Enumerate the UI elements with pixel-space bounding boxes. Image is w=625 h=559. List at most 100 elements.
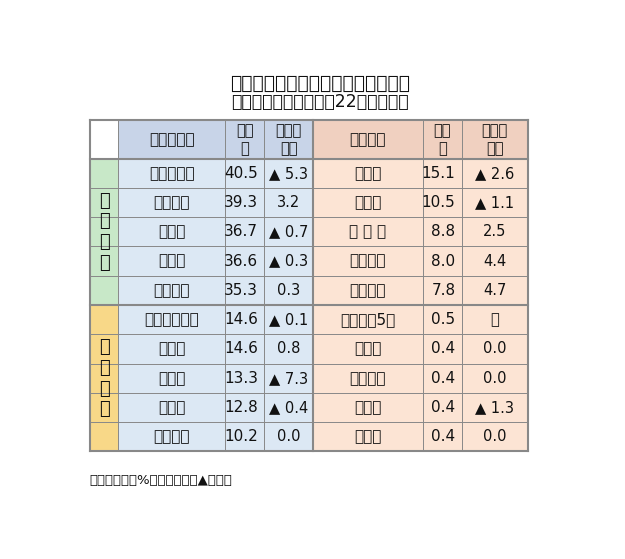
Text: 佐賀共栄: 佐賀共栄 (154, 429, 190, 444)
Bar (118, 363, 313, 393)
Text: ▲ 7.3: ▲ 7.3 (269, 371, 308, 386)
Text: ▲ 1.1: ▲ 1.1 (475, 195, 514, 210)
Text: 高い５行と低い５行（22年３月末）: 高い５行と低い５行（22年３月末） (231, 93, 409, 111)
Bar (118, 393, 313, 422)
Text: 豊　和: 豊 和 (354, 195, 382, 210)
Bar (313, 188, 528, 217)
Text: ▲ 0.7: ▲ 0.7 (269, 224, 308, 239)
Text: ３カ月未満: ３カ月未満 (149, 132, 195, 147)
Text: 0.4: 0.4 (431, 400, 456, 415)
Bar (90, 247, 118, 276)
Bar (90, 305, 118, 451)
Text: 0.4: 0.4 (431, 342, 456, 357)
Text: 36.6: 36.6 (224, 254, 258, 269)
Text: 前年比
差引: 前年比 差引 (276, 124, 302, 155)
Text: 3.2: 3.2 (277, 195, 300, 210)
Text: ▲ 0.3: ▲ 0.3 (269, 254, 308, 269)
Text: 10.2: 10.2 (224, 429, 258, 444)
Bar (313, 393, 528, 422)
Text: 14.6: 14.6 (224, 312, 258, 327)
Text: ３年以上: ３年以上 (350, 132, 386, 147)
Bar (118, 217, 313, 247)
Text: 0.4: 0.4 (431, 429, 456, 444)
Bar (90, 276, 118, 305)
Bar (118, 305, 313, 334)
Text: 秋田など5行: 秋田など5行 (341, 312, 396, 327)
Text: 西日本シティ: 西日本シティ (144, 312, 199, 327)
Text: 東　北: 東 北 (354, 429, 382, 444)
Text: （注）単位、%、ポイント、▲は低下: （注）単位、%、ポイント、▲は低下 (90, 474, 232, 487)
Text: 青　森: 青 森 (354, 342, 382, 357)
Text: 7.8: 7.8 (431, 283, 456, 298)
Text: 0.0: 0.0 (483, 371, 506, 386)
Text: 構成
比: 構成 比 (236, 124, 254, 155)
Text: 東京スター: 東京スター (149, 166, 195, 181)
Text: 鹿児島: 鹿児島 (158, 254, 186, 269)
Text: 0.0: 0.0 (483, 342, 506, 357)
Text: 長　崎: 長 崎 (354, 166, 382, 181)
Text: 筑　邦: 筑 邦 (158, 371, 186, 386)
Bar (118, 422, 313, 451)
Text: 山梨中央: 山梨中央 (350, 283, 386, 298)
Text: 39.3: 39.3 (224, 195, 258, 210)
Bar (90, 393, 118, 422)
Text: 15.1: 15.1 (422, 166, 456, 181)
Text: 0.0: 0.0 (483, 429, 506, 444)
Bar (313, 363, 528, 393)
Text: 0.3: 0.3 (277, 283, 300, 298)
Text: 山陰合同: 山陰合同 (350, 254, 386, 269)
Text: 4.4: 4.4 (483, 254, 506, 269)
Bar (118, 334, 313, 363)
Text: 8.0: 8.0 (431, 254, 456, 269)
Text: 0.0: 0.0 (277, 429, 300, 444)
Text: 40.5: 40.5 (224, 166, 258, 181)
Text: 横　浜: 横 浜 (158, 224, 186, 239)
Text: 北 海 道: 北 海 道 (349, 224, 386, 239)
Text: 島　根: 島 根 (158, 342, 186, 357)
Text: 4.7: 4.7 (483, 283, 506, 298)
Bar (90, 334, 118, 363)
Bar (118, 188, 313, 217)
Text: ▲ 0.1: ▲ 0.1 (269, 312, 308, 327)
Text: 低
い
５
行: 低 い ５ 行 (99, 338, 109, 418)
Text: 千葉興業: 千葉興業 (154, 195, 190, 210)
Text: ▲ 2.6: ▲ 2.6 (475, 166, 514, 181)
Text: 10.5: 10.5 (422, 195, 456, 210)
Bar (90, 188, 118, 217)
Bar (313, 334, 528, 363)
Bar (313, 422, 528, 451)
Text: 2.5: 2.5 (483, 224, 506, 239)
Text: 8.8: 8.8 (431, 224, 456, 239)
Text: 前年比
差引: 前年比 差引 (482, 124, 508, 155)
Text: ▲ 5.3: ▲ 5.3 (269, 166, 308, 181)
Bar (118, 247, 313, 276)
Text: 36.7: 36.7 (224, 224, 258, 239)
Bar (313, 247, 528, 276)
Text: 12.8: 12.8 (224, 400, 258, 415)
Text: スルガ: スルガ (158, 400, 186, 415)
Text: 0.4: 0.4 (431, 371, 456, 386)
Bar (90, 363, 118, 393)
Text: ▲ 0.4: ▲ 0.4 (269, 400, 308, 415)
Bar (90, 159, 118, 188)
Bar (313, 305, 528, 334)
Text: 構成
比: 構成 比 (434, 124, 451, 155)
Bar (118, 120, 313, 159)
Text: ▲ 1.3: ▲ 1.3 (475, 400, 514, 415)
Bar (90, 159, 118, 305)
Bar (313, 276, 528, 305)
Text: 35.3: 35.3 (224, 283, 258, 298)
Bar (90, 217, 118, 247)
Bar (313, 159, 528, 188)
Text: みちのく: みちのく (350, 371, 386, 386)
Bar (118, 276, 313, 305)
Text: 0.8: 0.8 (277, 342, 300, 357)
Text: 荘　内: 荘 内 (354, 400, 382, 415)
Bar (90, 422, 118, 451)
Text: 第四北越: 第四北越 (154, 283, 190, 298)
Text: －: － (491, 312, 499, 327)
Bar (313, 217, 528, 247)
Text: 0.5: 0.5 (431, 312, 456, 327)
Bar (118, 159, 313, 188)
Text: 13.3: 13.3 (224, 371, 258, 386)
